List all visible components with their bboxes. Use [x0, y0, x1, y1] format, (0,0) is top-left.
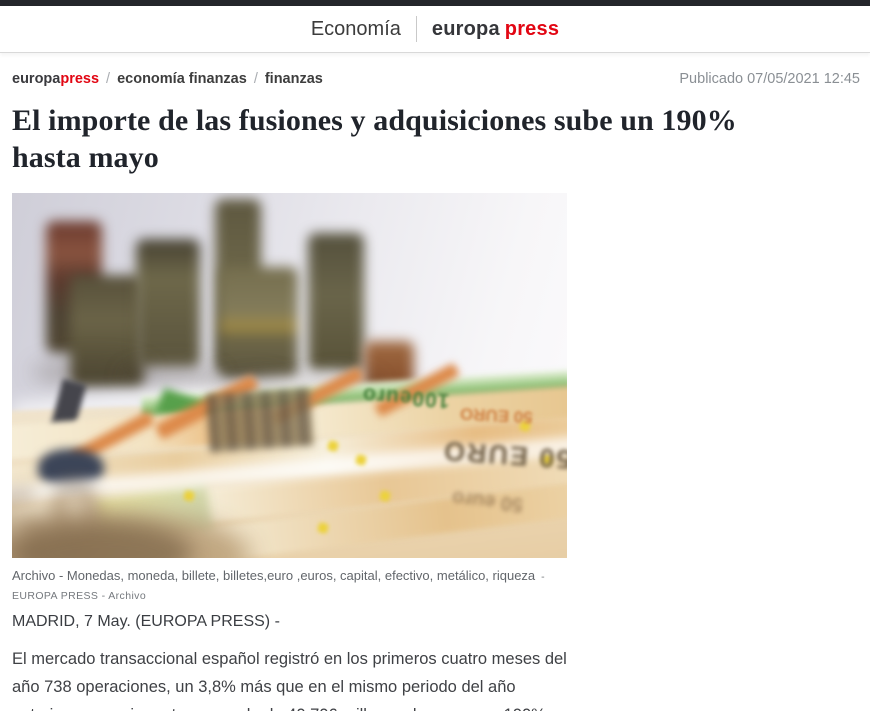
photo-caption-text: Archivo - Monedas, moneda, billete, bill…: [12, 568, 536, 583]
published-timestamp: Publicado 07/05/2021 12:45: [679, 71, 860, 87]
site-header: Economía europa press: [0, 6, 870, 53]
article-headline: El importe de las fusiones y adquisicion…: [12, 104, 737, 174]
photo-caption: Archivo - Monedas, moneda, billete, bill…: [12, 567, 567, 605]
header-section-link[interactable]: Economía: [310, 17, 401, 40]
banknote-label-50euro: 50 EURO: [459, 404, 534, 427]
brand-logo[interactable]: europa press: [432, 18, 559, 41]
article-dateline: MADRID, 7 May. (EUROPA PRESS) -: [12, 613, 280, 630]
breadcrumb-separator: /: [253, 71, 258, 87]
banknote-gate-graphic: [206, 387, 314, 453]
breadcrumb-section-link[interactable]: economía finanzas: [117, 71, 247, 87]
coin-shadow: [122, 365, 222, 389]
coin-stack: [308, 233, 364, 371]
coin-stack: [220, 267, 298, 379]
breadcrumb-subsection-link[interactable]: finanzas: [264, 71, 323, 87]
breadcrumb-home-press: press: [60, 71, 100, 87]
coin-shadow: [32, 358, 152, 386]
photo-caption-attribution: - EUROPA PRESS - Archivo: [12, 571, 546, 602]
header-divider: [415, 16, 417, 42]
meta-bar: europapress / economía finanzas / finanz…: [0, 69, 870, 89]
article-paragraph: El mercado transaccional español registr…: [12, 650, 567, 711]
article-photo: 100euro 50 EURO 50 EURO 50 euro 50: [12, 193, 567, 558]
coin-stack: [136, 239, 200, 367]
coin-stack: [70, 275, 144, 387]
top-black-strip: [0, 0, 870, 6]
breadcrumb: europapress / economía finanzas / finanz…: [12, 71, 323, 87]
breadcrumb-separator: /: [106, 71, 111, 87]
breadcrumb-home-europa: europa: [12, 71, 61, 87]
brand-press-text: press: [504, 17, 560, 40]
breadcrumb-home-link[interactable]: europapress: [12, 71, 99, 87]
brand-europa-text: europa: [431, 17, 500, 40]
